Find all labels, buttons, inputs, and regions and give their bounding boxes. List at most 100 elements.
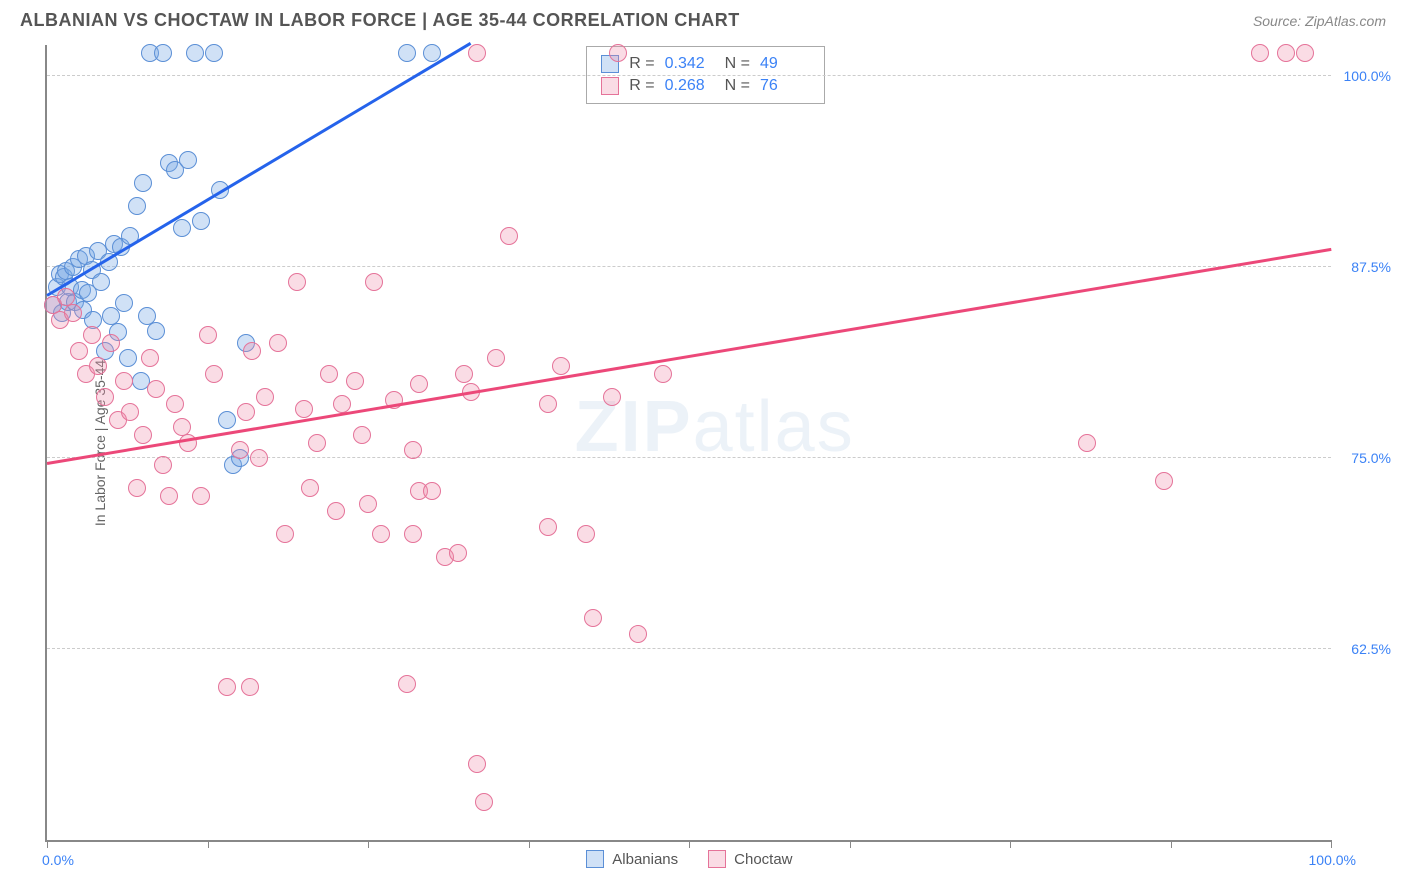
- scatter-point: [83, 326, 101, 344]
- scatter-point: [346, 372, 364, 390]
- x-axis-max-label: 100.0%: [1309, 852, 1356, 868]
- scatter-point: [1155, 472, 1173, 490]
- scatter-point: [147, 322, 165, 340]
- swatch-icon: [586, 850, 604, 868]
- x-axis-min-label: 0.0%: [42, 852, 74, 868]
- scatter-point: [320, 365, 338, 383]
- scatter-point: [173, 219, 191, 237]
- scatter-point: [121, 403, 139, 421]
- chart-header: ALBANIAN VS CHOCTAW IN LABOR FORCE | AGE…: [0, 0, 1406, 36]
- scatter-point: [404, 525, 422, 543]
- x-tick: [529, 840, 530, 848]
- chart-title: ALBANIAN VS CHOCTAW IN LABOR FORCE | AGE…: [20, 10, 740, 31]
- scatter-point: [500, 227, 518, 245]
- scatter-point: [205, 365, 223, 383]
- stats-row-series2: R = 0.268 N = 76: [601, 75, 810, 97]
- scatter-point: [70, 342, 88, 360]
- source-attribution: Source: ZipAtlas.com: [1253, 13, 1386, 29]
- scatter-point: [609, 44, 627, 62]
- scatter-point: [468, 755, 486, 773]
- scatter-point: [192, 487, 210, 505]
- scatter-point: [205, 44, 223, 62]
- y-tick-label: 100.0%: [1344, 68, 1391, 84]
- scatter-point: [654, 365, 672, 383]
- scatter-point: [1251, 44, 1269, 62]
- scatter-point: [301, 479, 319, 497]
- scatter-point: [250, 449, 268, 467]
- stats-row-series1: R = 0.342 N = 49: [601, 53, 810, 75]
- scatter-point: [115, 294, 133, 312]
- scatter-point: [455, 365, 473, 383]
- scatter-point: [577, 525, 595, 543]
- scatter-point: [96, 388, 114, 406]
- scatter-point: [199, 326, 217, 344]
- scatter-point: [423, 482, 441, 500]
- scatter-point: [179, 151, 197, 169]
- legend-item: Albanians: [586, 850, 678, 868]
- scatter-point: [308, 434, 326, 452]
- scatter-point: [243, 342, 261, 360]
- scatter-point: [64, 304, 82, 322]
- scatter-point: [475, 793, 493, 811]
- scatter-point: [404, 441, 422, 459]
- scatter-point: [327, 502, 345, 520]
- gridline: [47, 266, 1331, 267]
- scatter-point: [237, 403, 255, 421]
- scatter-point: [398, 675, 416, 693]
- x-tick: [1331, 840, 1332, 848]
- scatter-point: [468, 44, 486, 62]
- scatter-point: [1277, 44, 1295, 62]
- scatter-point: [269, 334, 287, 352]
- x-tick: [47, 840, 48, 848]
- x-tick: [208, 840, 209, 848]
- scatter-point: [166, 395, 184, 413]
- trend-line: [46, 42, 471, 297]
- scatter-point: [359, 495, 377, 513]
- scatter-point: [141, 349, 159, 367]
- y-axis-label: In Labor Force | Age 35-44: [92, 359, 108, 525]
- scatter-point: [410, 375, 428, 393]
- gridline: [47, 75, 1331, 76]
- swatch-icon: [601, 77, 619, 95]
- scatter-point: [147, 380, 165, 398]
- scatter-point: [186, 44, 204, 62]
- x-tick: [368, 840, 369, 848]
- scatter-point: [295, 400, 313, 418]
- scatter-point: [218, 411, 236, 429]
- scatter-point: [160, 487, 178, 505]
- scatter-point: [449, 544, 467, 562]
- series-legend: Albanians Choctaw: [586, 850, 792, 868]
- scatter-point: [134, 174, 152, 192]
- scatter-point: [128, 197, 146, 215]
- scatter-point: [629, 625, 647, 643]
- scatter-point: [92, 273, 110, 291]
- x-tick: [850, 840, 851, 848]
- scatter-point: [539, 395, 557, 413]
- y-tick-label: 62.5%: [1351, 641, 1391, 657]
- scatter-point: [1078, 434, 1096, 452]
- trend-line: [47, 248, 1331, 465]
- scatter-point: [539, 518, 557, 536]
- x-tick: [1010, 840, 1011, 848]
- scatter-point: [423, 44, 441, 62]
- scatter-point: [241, 678, 259, 696]
- scatter-point: [487, 349, 505, 367]
- scatter-point: [102, 334, 120, 352]
- scatter-point: [154, 456, 172, 474]
- scatter-point: [134, 426, 152, 444]
- scatter-point: [552, 357, 570, 375]
- swatch-icon: [708, 850, 726, 868]
- scatter-chart: In Labor Force | Age 35-44 ZIPatlas R = …: [45, 45, 1331, 842]
- scatter-point: [372, 525, 390, 543]
- scatter-point: [365, 273, 383, 291]
- scatter-point: [353, 426, 371, 444]
- scatter-point: [256, 388, 274, 406]
- legend-item: Choctaw: [708, 850, 792, 868]
- scatter-point: [154, 44, 172, 62]
- gridline: [47, 648, 1331, 649]
- scatter-point: [398, 44, 416, 62]
- scatter-point: [192, 212, 210, 230]
- scatter-point: [119, 349, 137, 367]
- x-tick: [1171, 840, 1172, 848]
- y-tick-label: 87.5%: [1351, 259, 1391, 275]
